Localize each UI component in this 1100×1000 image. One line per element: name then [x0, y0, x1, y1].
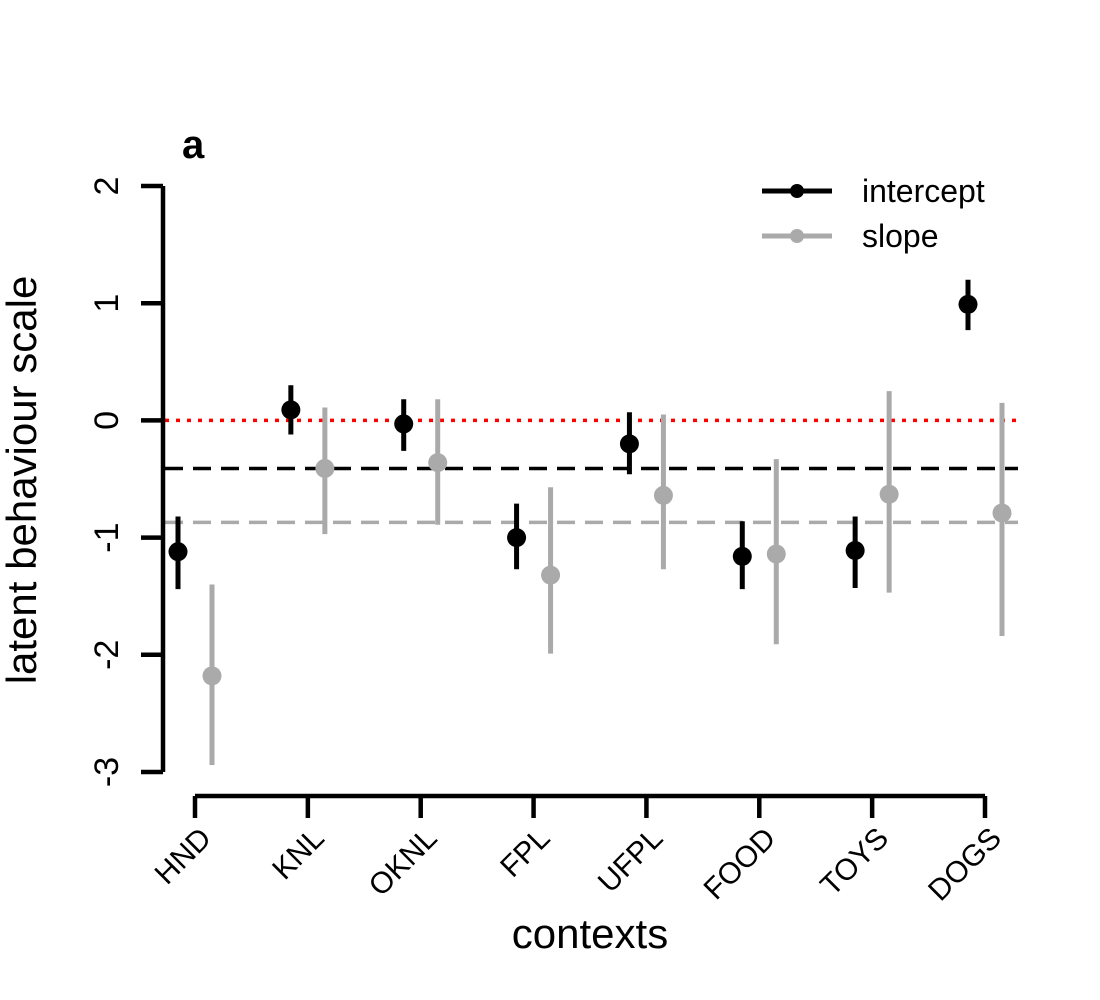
intercept-point	[168, 542, 188, 562]
x-axis: HND KNL OKNL FPL UFPL FOOD TOYS DOGS	[149, 793, 1008, 908]
slope-point	[202, 666, 222, 686]
intercept-point	[394, 414, 414, 434]
y-axis: 2 1 0 -1 -2 -3	[88, 177, 166, 787]
y-tick-label: 1	[88, 294, 126, 313]
intercept-point	[507, 528, 527, 548]
x-tick-label: UFPL	[592, 822, 670, 900]
x-tick-label: TOYS	[814, 822, 895, 903]
legend: intercept slope	[762, 173, 985, 254]
x-tick-label: HND	[149, 822, 218, 891]
intercept-point	[958, 294, 978, 314]
intercept-point	[732, 546, 752, 566]
slope-point	[653, 485, 673, 505]
x-tick-label: FPL	[494, 822, 556, 884]
reference-lines	[165, 418, 1018, 525]
intercept-point	[619, 434, 639, 454]
panel-label: a	[182, 123, 205, 167]
slope-point	[992, 503, 1012, 523]
legend-marker-intercept	[790, 184, 804, 198]
y-tick-label: -1	[88, 522, 126, 552]
intercept-point	[281, 400, 301, 420]
x-tick-label: DOGS	[922, 822, 1008, 908]
y-tick-label: -3	[88, 757, 126, 787]
y-tick-label: 0	[88, 411, 126, 430]
slope-point	[766, 544, 786, 564]
x-tick-label: KNL	[266, 822, 331, 887]
slope-point	[315, 458, 335, 478]
series-layer	[168, 279, 1012, 765]
legend-label-slope: slope	[862, 218, 939, 254]
x-axis-title: contexts	[512, 910, 668, 957]
slope-point	[879, 484, 899, 504]
slope-point	[428, 453, 448, 473]
y-tick-label: -2	[88, 640, 126, 670]
legend-label-intercept: intercept	[862, 173, 985, 209]
slope-point	[541, 565, 561, 585]
x-tick-label: OKNL	[363, 822, 444, 903]
intercept-point	[845, 540, 865, 560]
legend-marker-slope	[790, 229, 804, 243]
y-tick-label: 2	[88, 177, 126, 196]
y-axis-title: latent behaviour scale	[0, 276, 45, 685]
x-tick-label: FOOD	[698, 822, 783, 907]
